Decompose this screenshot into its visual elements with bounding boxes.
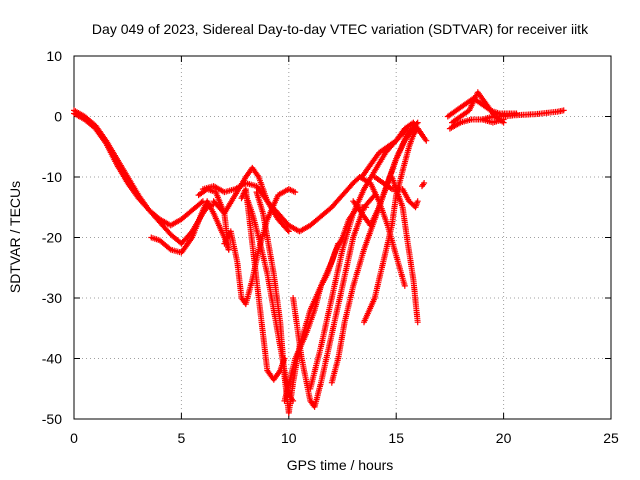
series-6: [210, 164, 292, 235]
series-25: [479, 107, 567, 123]
chart-title: Day 049 of 2023, Sidereal Day-to-day VTE…: [92, 21, 589, 37]
series-16-markers: [350, 125, 421, 229]
series-18-markers: [356, 174, 408, 289]
y-tick-label: -40: [42, 351, 62, 367]
series-3-markers: [148, 198, 232, 256]
series-12-markers: [290, 192, 378, 410]
data-points: [71, 89, 567, 416]
series-20-markers: [388, 174, 421, 326]
x-tick-label: 20: [496, 430, 512, 446]
series-3: [148, 198, 232, 256]
series-16: [350, 125, 421, 229]
series-6-markers: [210, 164, 292, 235]
y-tick-label: -30: [42, 290, 62, 306]
series-21-markers: [419, 180, 428, 190]
series-20: [388, 174, 421, 326]
y-tick-label: -50: [42, 411, 62, 427]
x-tick-label: 15: [388, 430, 404, 446]
series-11: [281, 204, 370, 404]
x-tick-label: 10: [281, 430, 297, 446]
plot-frame: [73, 55, 612, 420]
y-tick-label: -20: [42, 230, 62, 246]
y-axis-label: SDTVAR / TECUs: [7, 181, 23, 293]
series-25-markers: [479, 107, 567, 123]
series-12: [290, 192, 378, 410]
y-tick-label: -10: [42, 169, 62, 185]
series-21: [419, 180, 428, 190]
series-11-markers: [281, 204, 370, 404]
x-tick-label: 5: [178, 430, 186, 446]
y-tick-label: 10: [46, 48, 62, 64]
series-13-markers: [307, 125, 410, 392]
y-tick-label: 0: [54, 109, 62, 125]
tick-labels: 0 5 10 15 20 25 -50 -40 -30 -20 -10 0 10: [42, 48, 619, 446]
axes: [73, 55, 612, 420]
x-tick-label: 0: [70, 430, 78, 446]
series-13: [307, 125, 410, 392]
x-tick-label: 25: [603, 430, 619, 446]
series-18: [356, 174, 408, 289]
x-axis-label: GPS time / hours: [287, 457, 394, 473]
